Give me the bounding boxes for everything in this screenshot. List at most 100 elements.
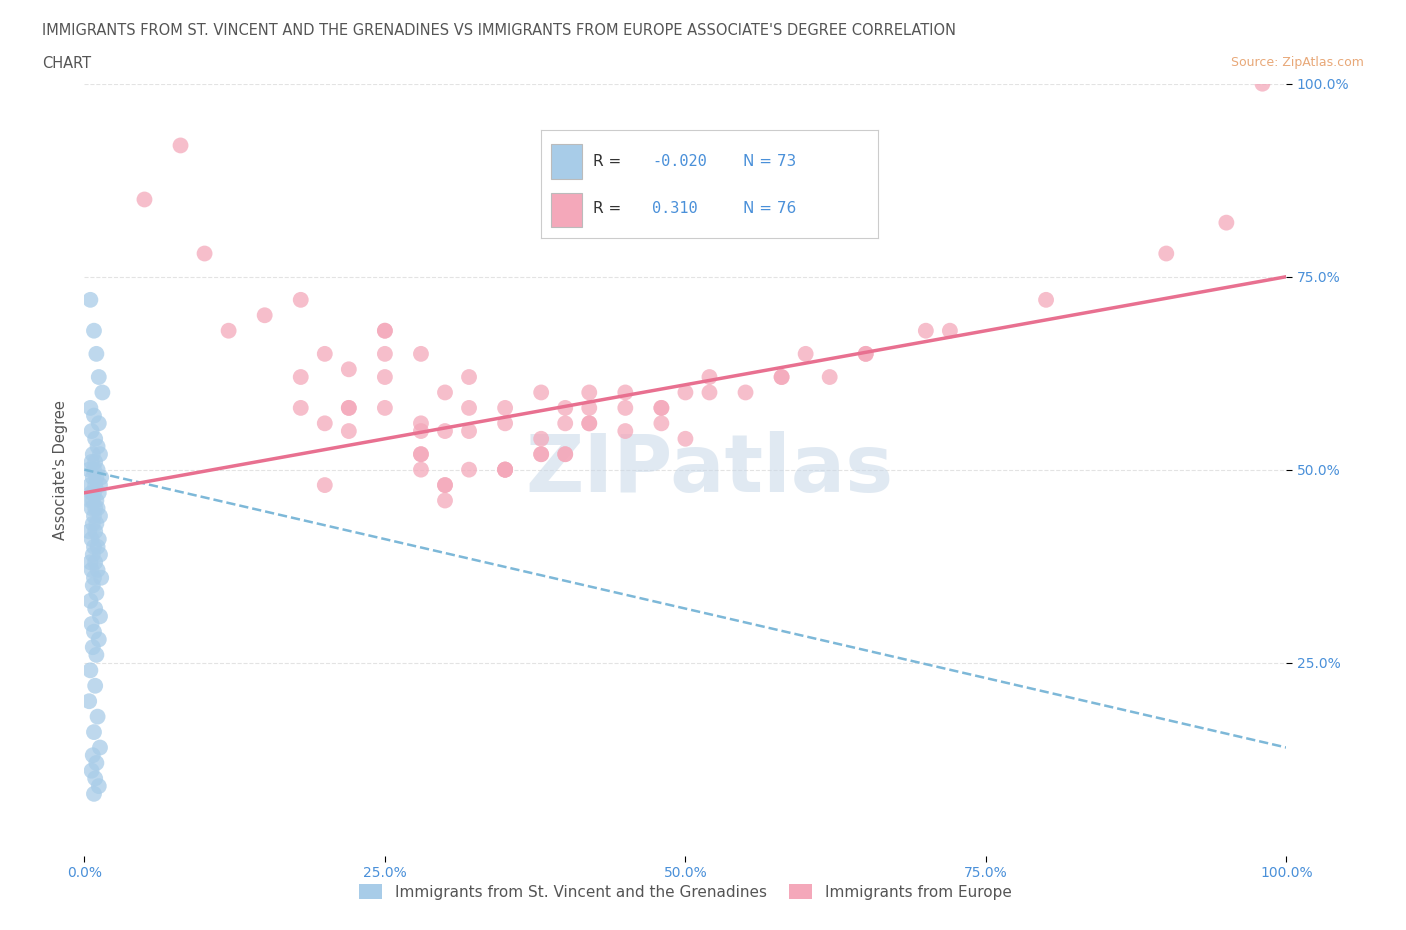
Point [77, 462, 100, 477]
Point [87, 485, 110, 500]
Point [409, 446, 432, 461]
Point [434, 385, 457, 400]
Point [90, 570, 112, 585]
Point [86, 493, 108, 508]
Point [134, 193, 156, 207]
Point [818, 369, 841, 384]
Point [79, 292, 101, 307]
Point [734, 385, 756, 400]
Point [434, 478, 457, 493]
Point [939, 324, 962, 339]
Point [699, 369, 721, 384]
Point [1156, 246, 1178, 261]
Point [80, 532, 103, 547]
Point [82, 640, 104, 655]
Point [530, 385, 553, 400]
Point [374, 369, 396, 384]
Point [84, 432, 107, 446]
Text: R =: R = [593, 153, 627, 169]
Point [82, 446, 104, 461]
Point [554, 416, 576, 431]
Point [554, 401, 576, 416]
Point [374, 324, 396, 339]
Point [84, 601, 107, 616]
Point [82, 748, 104, 763]
Point [82, 547, 104, 562]
Point [89, 446, 111, 461]
Text: -0.020: -0.020 [652, 153, 707, 169]
Point [578, 416, 600, 431]
Point [458, 401, 481, 416]
Text: IMMIGRANTS FROM ST. VINCENT AND THE GRENADINES VS IMMIGRANTS FROM EUROPE ASSOCIA: IMMIGRANTS FROM ST. VINCENT AND THE GREN… [42, 23, 956, 38]
Point [82, 493, 104, 508]
Point [494, 462, 516, 477]
Point [86, 539, 108, 554]
Point [374, 347, 396, 362]
Point [458, 462, 481, 477]
Legend: Immigrants from St. Vincent and the Grenadines, Immigrants from Europe: Immigrants from St. Vincent and the Gren… [353, 878, 1018, 906]
Point [409, 446, 432, 461]
Point [84, 524, 107, 538]
Point [86, 647, 108, 662]
Point [82, 470, 104, 485]
Point [84, 478, 107, 493]
Text: R =: R = [593, 202, 631, 217]
Point [169, 138, 191, 153]
Point [80, 617, 103, 631]
Point [337, 362, 360, 377]
Point [699, 385, 721, 400]
Point [314, 347, 336, 362]
Point [86, 439, 108, 454]
Point [554, 446, 576, 461]
Point [675, 432, 697, 446]
Point [91, 385, 114, 400]
Point [1215, 215, 1237, 230]
Point [84, 771, 107, 786]
Point [87, 416, 110, 431]
Point [80, 485, 103, 500]
Point [578, 385, 600, 400]
Point [83, 570, 105, 585]
Point [770, 369, 793, 384]
Point [337, 424, 360, 439]
Point [434, 478, 457, 493]
Point [409, 347, 432, 362]
Text: N = 73: N = 73 [744, 153, 796, 169]
Point [83, 462, 105, 477]
Point [915, 324, 938, 339]
Point [79, 663, 101, 678]
Point [80, 424, 103, 439]
Point [650, 401, 672, 416]
Point [290, 369, 312, 384]
Point [82, 578, 104, 593]
Point [374, 324, 396, 339]
Point [89, 547, 111, 562]
Point [89, 509, 111, 524]
Point [770, 369, 793, 384]
Point [554, 446, 576, 461]
Point [87, 369, 110, 384]
Point [614, 424, 637, 439]
Point [409, 462, 432, 477]
Point [79, 401, 101, 416]
Text: ZIPatlas: ZIPatlas [526, 431, 894, 509]
Point [253, 308, 276, 323]
Point [87, 532, 110, 547]
Point [194, 246, 217, 261]
Point [84, 678, 107, 693]
Point [80, 500, 103, 515]
Point [89, 609, 111, 624]
Point [86, 470, 108, 485]
Text: Source: ZipAtlas.com: Source: ZipAtlas.com [1230, 56, 1364, 69]
Point [83, 787, 105, 802]
Point [458, 424, 481, 439]
Point [614, 385, 637, 400]
Point [80, 455, 103, 470]
Point [86, 563, 108, 578]
Point [87, 632, 110, 647]
Point [650, 416, 672, 431]
Point [80, 764, 103, 778]
Point [79, 493, 101, 508]
Point [337, 401, 360, 416]
Point [494, 401, 516, 416]
